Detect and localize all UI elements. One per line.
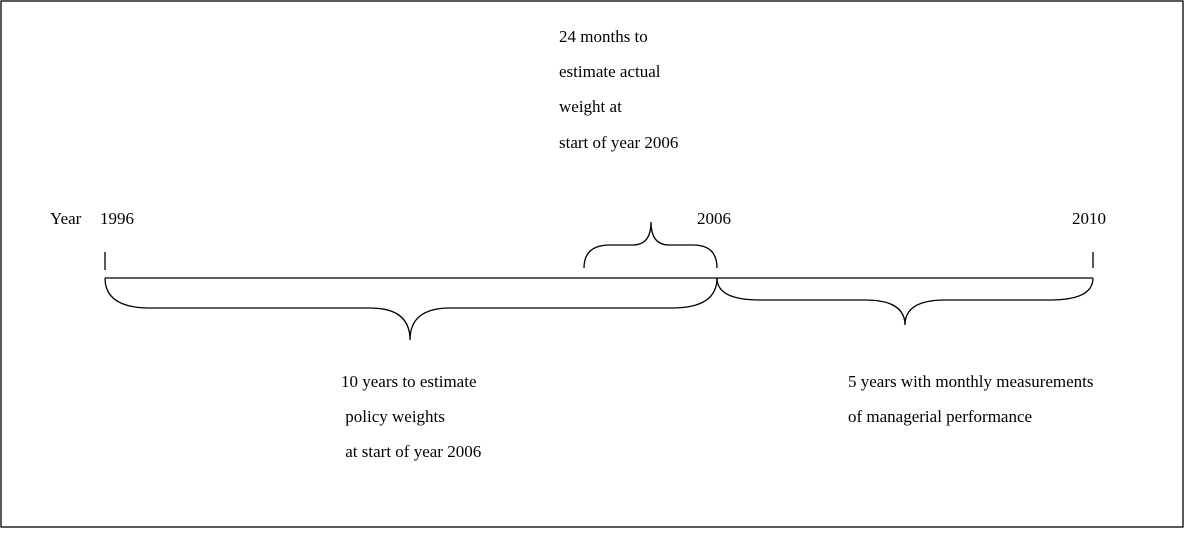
annotation-line: start of year 2006: [559, 133, 678, 152]
brace: [716, 277, 1094, 326]
axis-label: Year: [50, 209, 82, 228]
annotation-line: at start of year 2006: [341, 442, 481, 461]
tick-label: 1996: [100, 209, 134, 228]
annotation-line: of managerial performance: [848, 407, 1032, 426]
annotation-line: 24 months to: [559, 27, 648, 46]
annotation-line: 5 years with monthly measurements: [848, 372, 1094, 391]
tick-label: 2010: [1072, 209, 1106, 228]
tick-label: 2006: [697, 209, 731, 228]
annotation-line: 10 years to estimate: [341, 372, 477, 391]
annotation-line: weight at: [559, 97, 622, 116]
brace: [583, 221, 718, 269]
annotation-line: policy weights: [341, 407, 445, 426]
annotation-line: estimate actual: [559, 62, 661, 81]
brace: [104, 277, 718, 341]
